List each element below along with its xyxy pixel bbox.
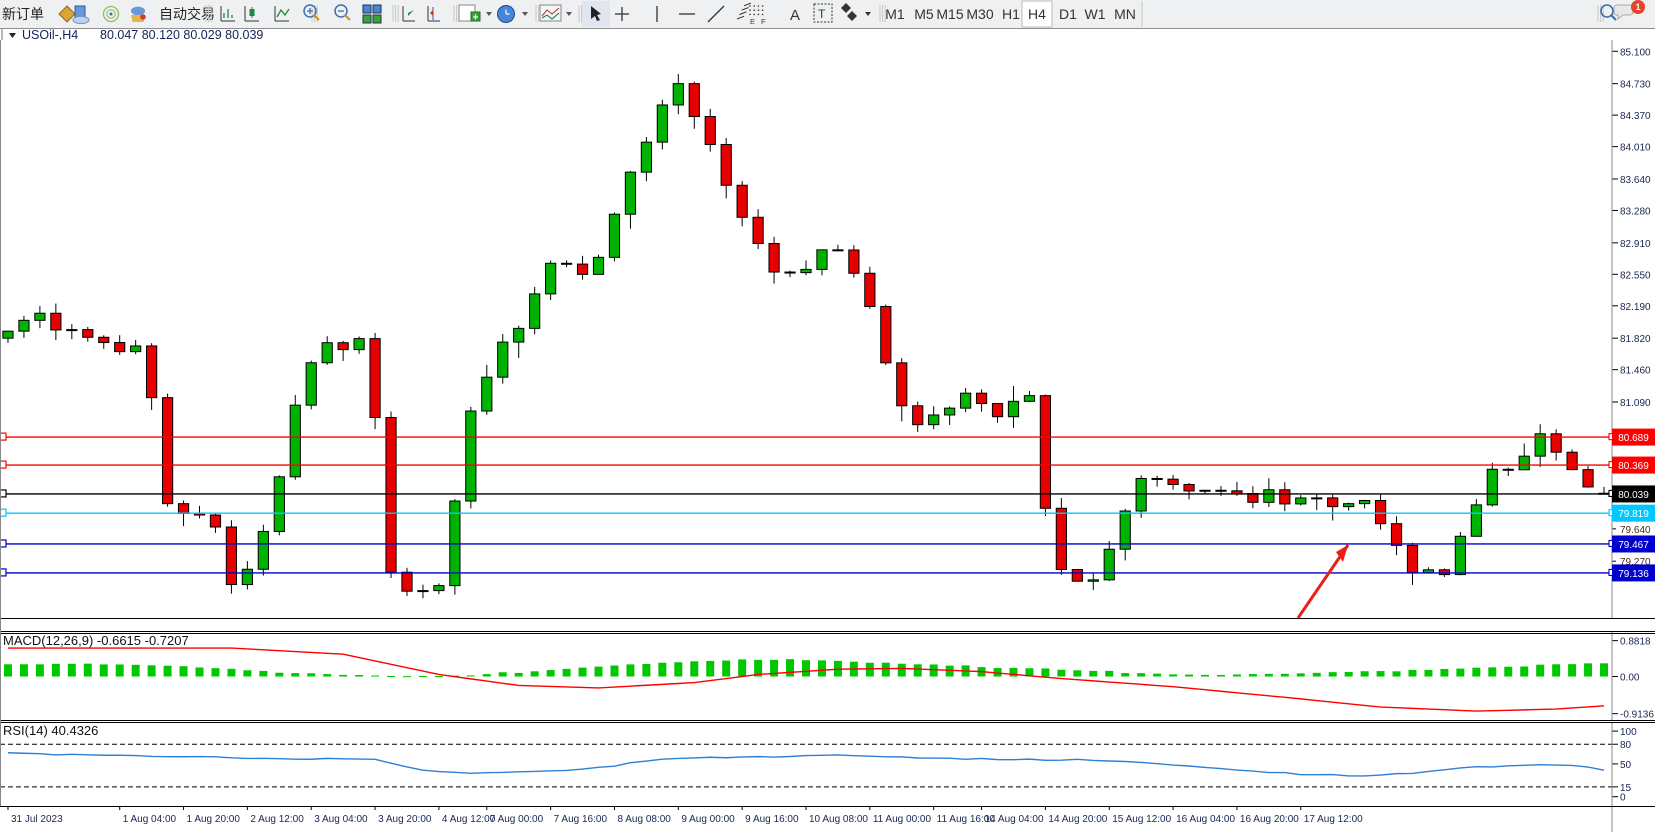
svg-text:T: T [818, 7, 826, 21]
svg-text:E: E [750, 17, 755, 26]
svg-text:H1: H1 [1002, 6, 1020, 22]
svg-text:31 Jul 2023: 31 Jul 2023 [11, 814, 63, 825]
svg-text:14 Aug 20:00: 14 Aug 20:00 [1048, 814, 1107, 825]
svg-text:84.370: 84.370 [1620, 111, 1651, 122]
svg-text:79.640: 79.640 [1620, 525, 1651, 536]
svg-text:79.467: 79.467 [1618, 540, 1649, 551]
svg-text:80.369: 80.369 [1618, 461, 1649, 472]
svg-text:80.039: 80.039 [1618, 490, 1649, 501]
svg-text:81.460: 81.460 [1620, 366, 1651, 377]
svg-text:85.100: 85.100 [1620, 47, 1651, 58]
svg-text:100: 100 [1620, 727, 1637, 738]
svg-text:84.730: 84.730 [1620, 80, 1651, 91]
svg-text:A: A [790, 7, 800, 24]
svg-text:W1: W1 [1085, 6, 1106, 22]
svg-text:0: 0 [1620, 793, 1626, 804]
svg-text:4 Aug 12:00: 4 Aug 12:00 [442, 814, 496, 825]
svg-text:M30: M30 [966, 6, 993, 22]
svg-text:8 Aug 08:00: 8 Aug 08:00 [617, 814, 671, 825]
svg-text:16 Aug 04:00: 16 Aug 04:00 [1176, 814, 1235, 825]
svg-text:1 Aug 20:00: 1 Aug 20:00 [187, 814, 241, 825]
svg-text:3 Aug 20:00: 3 Aug 20:00 [378, 814, 432, 825]
svg-text:H4: H4 [1028, 6, 1046, 22]
svg-text:0.00: 0.00 [1620, 673, 1640, 684]
svg-text:83.280: 83.280 [1620, 206, 1651, 217]
svg-text:81.820: 81.820 [1620, 334, 1651, 345]
svg-text:81.090: 81.090 [1620, 398, 1651, 409]
svg-text:16 Aug 20:00: 16 Aug 20:00 [1240, 814, 1299, 825]
svg-text:15 Aug 12:00: 15 Aug 12:00 [1112, 814, 1171, 825]
svg-text:1: 1 [1635, 2, 1640, 12]
svg-text:0.8818: 0.8818 [1620, 637, 1651, 648]
svg-text:84.010: 84.010 [1620, 143, 1651, 154]
svg-text:D1: D1 [1059, 6, 1077, 22]
svg-text:新订单: 新订单 [2, 6, 44, 22]
svg-text:自动交易: 自动交易 [159, 6, 215, 22]
svg-text:79.136: 79.136 [1618, 569, 1649, 580]
svg-text:M1: M1 [885, 6, 905, 22]
svg-text:F: F [761, 17, 766, 26]
svg-text:83.640: 83.640 [1620, 175, 1651, 186]
svg-text:14 Aug 04:00: 14 Aug 04:00 [985, 814, 1044, 825]
svg-text:80.689: 80.689 [1618, 433, 1649, 444]
svg-text:10 Aug 08:00: 10 Aug 08:00 [809, 814, 868, 825]
svg-text:1 Aug 04:00: 1 Aug 04:00 [123, 814, 177, 825]
svg-text:7 Aug 16:00: 7 Aug 16:00 [554, 814, 608, 825]
svg-text:9 Aug 00:00: 9 Aug 00:00 [681, 814, 735, 825]
svg-text:82.910: 82.910 [1620, 239, 1651, 250]
svg-text:MN: MN [1114, 6, 1136, 22]
svg-text:11 Aug 00:00: 11 Aug 00:00 [873, 814, 932, 825]
svg-text:M15: M15 [936, 6, 963, 22]
svg-text:80: 80 [1620, 740, 1632, 751]
svg-text:RSI(14) 40.4326: RSI(14) 40.4326 [3, 723, 98, 738]
svg-text:82.550: 82.550 [1620, 270, 1651, 281]
svg-text:17 Aug 12:00: 17 Aug 12:00 [1304, 814, 1363, 825]
svg-text:2 Aug 12:00: 2 Aug 12:00 [250, 814, 304, 825]
svg-text:3 Aug 04:00: 3 Aug 04:00 [314, 814, 368, 825]
svg-text:M5: M5 [914, 6, 934, 22]
svg-text:9 Aug 16:00: 9 Aug 16:00 [745, 814, 799, 825]
svg-text:79.819: 79.819 [1618, 509, 1649, 520]
svg-text:82.190: 82.190 [1620, 302, 1651, 313]
svg-text:50: 50 [1620, 760, 1632, 771]
svg-text:MACD(12,26,9) -0.6615 -0.7207: MACD(12,26,9) -0.6615 -0.7207 [3, 633, 189, 648]
svg-text:7 Aug 00:00: 7 Aug 00:00 [490, 814, 544, 825]
